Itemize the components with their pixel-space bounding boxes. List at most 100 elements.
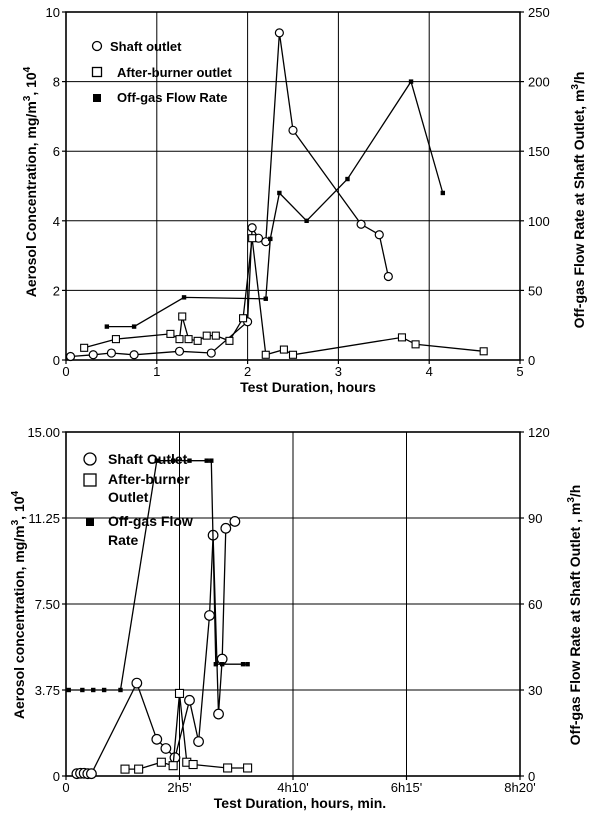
y-left-tick-label: 8 bbox=[53, 75, 60, 90]
data-point-open-circle bbox=[88, 350, 98, 360]
data-point-open-circle bbox=[374, 230, 384, 240]
chart-2-xlabel: Test Duration, hours, min. bbox=[214, 795, 386, 811]
data-point-filled-square bbox=[170, 458, 176, 463]
data-point-filled-square bbox=[187, 458, 192, 463]
legend-marker-filled-square bbox=[93, 94, 101, 102]
chart-1-legend-offgas: Off-gas Flow Rate bbox=[117, 90, 228, 105]
data-point-open-square bbox=[166, 329, 175, 338]
data-point-filled-square bbox=[91, 687, 96, 693]
chart-2: 0 2h5' 4h10' 6h15' 8h20'03.757.5011.2515.000… bbox=[10, 425, 583, 811]
data-point-open-square bbox=[120, 764, 130, 774]
y-left-tick-label: 6 bbox=[53, 144, 60, 159]
data-point-open-square bbox=[202, 331, 211, 340]
data-point-open-circle bbox=[160, 743, 172, 754]
chart-2-legend: Shaft Outlet After-burner Outlet Off-gas… bbox=[83, 451, 193, 548]
y-right-tick-label: 120 bbox=[528, 425, 550, 440]
x-tick-label: 4 bbox=[426, 364, 433, 379]
chart-2-legend-offgas-line2: Rate bbox=[108, 532, 139, 548]
data-point-open-square bbox=[178, 312, 187, 321]
chart-2-grid bbox=[66, 432, 520, 776]
data-point-filled-square bbox=[440, 190, 446, 196]
data-point-filled-square bbox=[101, 687, 107, 693]
chart-2-legend-afterburner-line1: After-burner bbox=[108, 471, 190, 487]
y-right-tick-label: 90 bbox=[528, 511, 542, 526]
data-point-open-circle bbox=[106, 348, 117, 358]
x-tick-label: 5 bbox=[516, 364, 523, 379]
legend-marker-open-square bbox=[83, 473, 97, 487]
data-point-open-square bbox=[168, 761, 178, 771]
data-point-open-circle bbox=[288, 125, 298, 135]
chart-2-legend-afterburner-line2: Outlet bbox=[108, 489, 149, 505]
data-point-open-circle bbox=[229, 516, 241, 527]
data-point-open-circle bbox=[131, 677, 143, 689]
data-point-open-circle bbox=[184, 694, 195, 706]
data-point-filled-square bbox=[245, 662, 250, 667]
data-point-open-circle bbox=[274, 28, 284, 38]
y-right-tick-label: 200 bbox=[528, 75, 550, 90]
y-left-tick-label: 10 bbox=[46, 5, 60, 20]
data-point-open-square bbox=[397, 333, 407, 342]
chart-1-xlabel: Test Duration, hours bbox=[240, 379, 376, 395]
y-left-tick-label: 7.50 bbox=[35, 597, 60, 612]
data-point-open-circle bbox=[151, 733, 163, 745]
y-left-tick-label: 3.75 bbox=[35, 683, 60, 698]
data-point-filled-square bbox=[263, 296, 268, 301]
y-left-tick-label: 15.00 bbox=[27, 425, 60, 440]
legend-marker-open-square bbox=[91, 66, 103, 78]
data-point-open-circle bbox=[86, 768, 97, 780]
chart-2-ticks: 0 2h5' 4h10' 6h15' 8h20'03.757.5011.2515.000… bbox=[27, 425, 549, 795]
x-tick-label: 8h20' bbox=[504, 780, 535, 795]
y-right-tick-label: 0 bbox=[528, 769, 535, 784]
chart-2-legend-offgas-line1: Off-gas Flow bbox=[108, 513, 193, 529]
chart-2-legend-shaft: Shaft Outlet bbox=[108, 451, 188, 467]
data-point-open-circle bbox=[193, 736, 204, 747]
data-point-filled-square bbox=[219, 662, 225, 667]
y-right-tick-label: 30 bbox=[528, 683, 542, 698]
x-tick-label: 4h10' bbox=[277, 780, 308, 795]
chart-1-legend: Shaft outlet After-burner outlet Off-gas… bbox=[91, 39, 233, 105]
data-point-open-square bbox=[156, 757, 166, 767]
data-point-filled-square bbox=[80, 687, 85, 693]
x-tick-label: 0 bbox=[62, 364, 69, 379]
chart-2-ylabel-left: Aerosol concentration, mg/m3, 104 bbox=[10, 490, 27, 719]
data-point-filled-square bbox=[345, 176, 350, 182]
chart-2-ylabel-right: Off-gas Flow Rate at Shaft Outlet , m3/h bbox=[566, 485, 583, 746]
data-point-open-square bbox=[188, 759, 198, 770]
y-right-tick-label: 150 bbox=[528, 144, 550, 159]
x-tick-label: 3 bbox=[335, 364, 342, 379]
y-right-tick-label: 0 bbox=[528, 353, 535, 368]
data-point-open-square bbox=[243, 763, 253, 773]
y-right-tick-label: 60 bbox=[528, 597, 542, 612]
y-left-tick-label: 0 bbox=[53, 353, 60, 368]
chart-1-series bbox=[65, 28, 488, 362]
data-point-open-circle bbox=[129, 350, 139, 360]
chart-1-legend-afterburner: After-burner outlet bbox=[117, 65, 233, 80]
data-point-open-circle bbox=[213, 708, 224, 720]
data-point-open-circle bbox=[220, 522, 232, 534]
data-point-open-square bbox=[279, 345, 288, 354]
chart-1-ylabel-left: Aerosol Concentration, mg/m3, 104 bbox=[22, 66, 39, 297]
y-left-tick-label: 2 bbox=[53, 283, 60, 298]
chart-2-series bbox=[66, 458, 253, 780]
series-line-off-gas-flow-rate bbox=[106, 80, 444, 328]
chart-1-grid bbox=[66, 12, 520, 360]
data-point-filled-square bbox=[209, 458, 214, 463]
legend-marker-filled-square bbox=[86, 518, 94, 526]
series-line-after-burner-outlet bbox=[84, 238, 484, 356]
y-right-tick-label: 250 bbox=[528, 5, 550, 20]
chart-1-ylabel-right: Off-gas Flow Rate at Shaft Outlet, m3/h bbox=[570, 72, 587, 329]
x-tick-label: 6h15' bbox=[391, 780, 422, 795]
data-point-open-square bbox=[80, 343, 89, 352]
x-tick-label: 2 bbox=[244, 364, 251, 379]
data-point-filled-square bbox=[204, 458, 209, 463]
x-tick-label: 0 bbox=[62, 780, 69, 795]
data-point-open-square bbox=[248, 234, 257, 243]
x-tick-label: 1 bbox=[153, 364, 160, 379]
y-left-tick-label: 0 bbox=[53, 769, 60, 784]
data-point-open-circle bbox=[383, 271, 393, 282]
data-point-open-square bbox=[175, 335, 184, 344]
data-point-open-square bbox=[184, 335, 193, 344]
data-point-filled-square bbox=[277, 190, 282, 196]
